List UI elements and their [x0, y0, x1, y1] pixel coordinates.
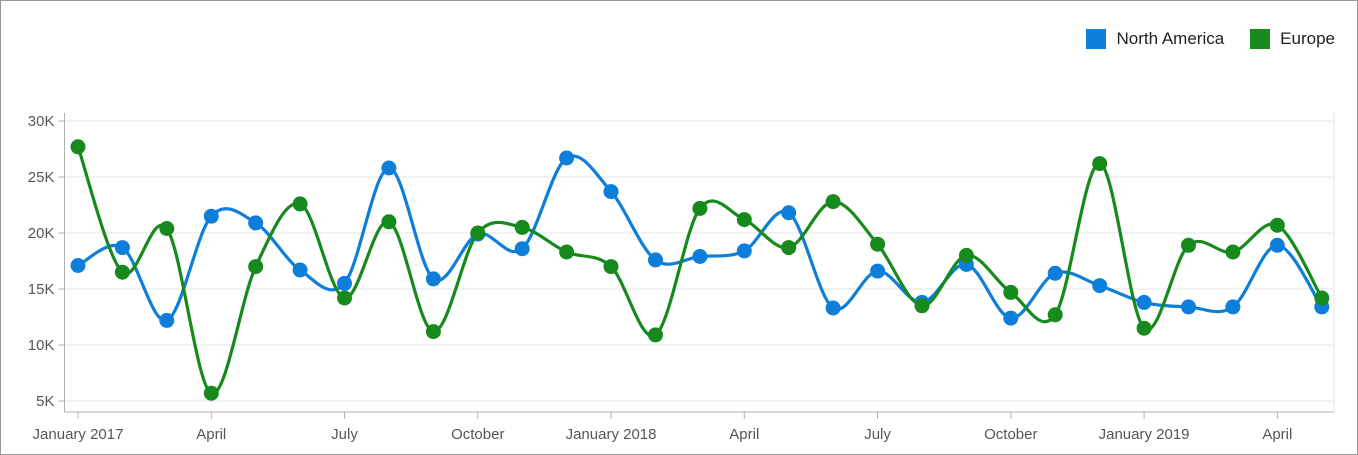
data-point-europe[interactable] [425, 324, 441, 340]
data-point-north-america[interactable] [1092, 278, 1108, 294]
data-point-europe[interactable] [648, 327, 663, 343]
y-axis-tick-label: 25K [28, 169, 55, 186]
y-axis-tick-label: 10K [28, 337, 55, 354]
data-point-europe[interactable] [1181, 237, 1196, 253]
legend-swatch-europe [1250, 29, 1271, 49]
data-point-north-america[interactable] [337, 275, 352, 291]
series-line-north-america [76, 154, 1324, 323]
data-point-europe[interactable] [337, 290, 352, 306]
data-point-north-america[interactable] [381, 160, 397, 176]
data-point-north-america[interactable] [425, 271, 441, 287]
data-point-europe[interactable] [1136, 320, 1152, 336]
data-point-north-america[interactable] [648, 252, 663, 268]
chart-legend: North America Europe [1086, 29, 1335, 49]
y-axis-tick-label: 5K [36, 393, 54, 410]
data-point-europe[interactable] [1047, 307, 1063, 323]
data-point-europe[interactable] [1269, 217, 1285, 233]
data-point-north-america[interactable] [870, 263, 886, 279]
data-point-europe[interactable] [114, 264, 130, 280]
data-point-north-america[interactable] [159, 312, 175, 328]
x-axis-tick-label: October [451, 426, 504, 443]
legend-label-europe: Europe [1280, 29, 1335, 48]
x-axis-tick-label: April [1262, 426, 1292, 443]
x-axis-tick-label: April [196, 426, 226, 443]
legend-swatch-north-america [1086, 29, 1107, 49]
x-axis-tick-label: January 2018 [566, 426, 657, 443]
data-point-europe[interactable] [1225, 244, 1241, 260]
series-line-europe [76, 145, 1324, 395]
legend-label-north-america: North America [1116, 29, 1225, 48]
data-point-europe[interactable] [825, 194, 841, 210]
data-point-north-america[interactable] [825, 300, 841, 316]
data-point-north-america[interactable] [1269, 237, 1285, 253]
legend-item-north-america[interactable]: North America [1086, 29, 1224, 49]
data-point-europe[interactable] [603, 259, 619, 275]
data-point-north-america[interactable] [292, 262, 308, 278]
data-point-north-america[interactable] [1047, 265, 1063, 281]
data-point-north-america[interactable] [692, 249, 708, 264]
data-point-europe[interactable] [1092, 156, 1108, 172]
data-point-europe[interactable] [70, 139, 86, 155]
data-point-europe[interactable] [203, 385, 219, 401]
data-point-north-america[interactable] [781, 205, 797, 221]
data-point-north-america[interactable] [559, 150, 575, 166]
data-point-north-america[interactable] [1003, 310, 1019, 326]
data-point-europe[interactable] [159, 221, 175, 236]
data-point-europe[interactable] [1314, 290, 1330, 306]
data-point-north-america[interactable] [70, 258, 86, 273]
y-axis-tick-label: 30K [28, 113, 55, 130]
data-point-europe[interactable] [381, 214, 397, 230]
data-point-north-america[interactable] [203, 208, 219, 224]
x-axis-tick-label: January 2017 [33, 426, 124, 443]
data-point-europe[interactable] [914, 298, 930, 314]
data-point-europe[interactable] [514, 219, 530, 235]
data-point-europe[interactable] [559, 244, 575, 260]
data-point-north-america[interactable] [1181, 299, 1196, 315]
x-axis-tick-label: October [984, 426, 1037, 443]
y-axis-tick-label: 20K [28, 225, 55, 242]
data-point-europe[interactable] [1003, 284, 1019, 300]
x-axis-tick-label: April [729, 426, 759, 443]
data-point-europe[interactable] [470, 225, 486, 241]
data-point-north-america[interactable] [736, 243, 752, 259]
data-point-north-america[interactable] [1136, 294, 1152, 310]
data-point-europe[interactable] [692, 200, 708, 216]
legend-item-europe[interactable]: Europe [1250, 29, 1335, 49]
data-point-north-america[interactable] [603, 184, 619, 200]
data-point-europe[interactable] [736, 212, 752, 228]
data-point-north-america[interactable] [114, 240, 130, 256]
y-axis-tick-label: 15K [28, 281, 55, 298]
data-point-europe[interactable] [870, 236, 886, 252]
data-point-north-america[interactable] [248, 215, 264, 231]
x-axis-tick-label: July [331, 426, 358, 443]
x-axis-tick-label: July [864, 426, 891, 443]
data-point-europe[interactable] [248, 259, 264, 275]
data-point-europe[interactable] [958, 247, 974, 263]
data-point-europe[interactable] [781, 240, 797, 256]
x-axis-tick-label: January 2019 [1099, 426, 1190, 443]
data-point-north-america[interactable] [1225, 299, 1241, 315]
data-point-europe[interactable] [292, 196, 308, 212]
data-point-north-america[interactable] [514, 241, 530, 257]
